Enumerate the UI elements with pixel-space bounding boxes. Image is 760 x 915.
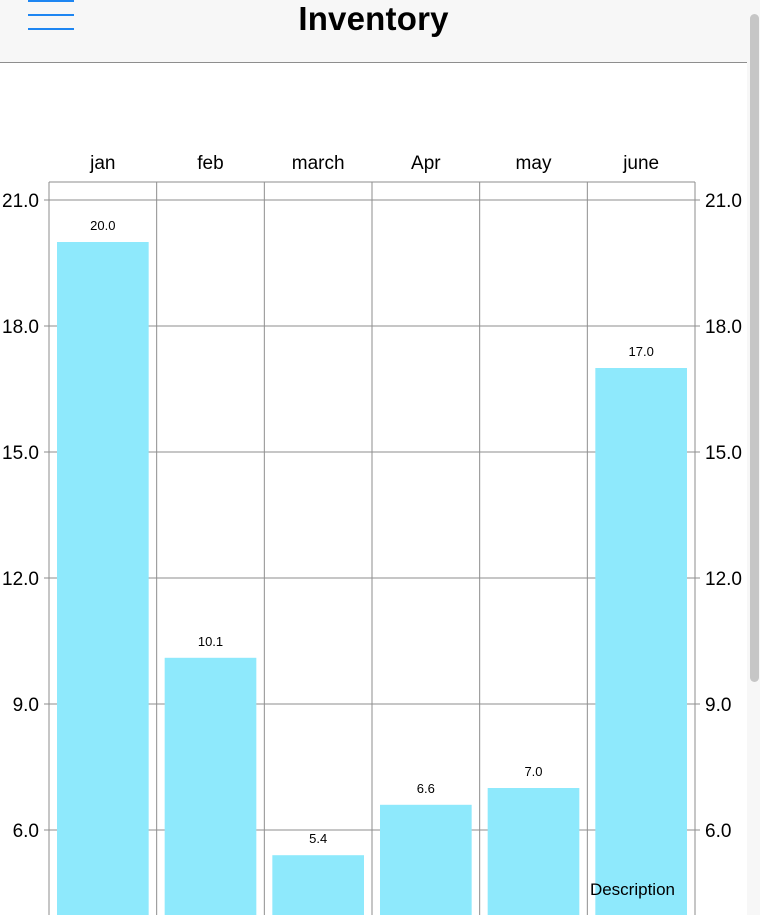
scrollbar-thumb[interactable] [750,14,759,682]
y-tick-label-right: 18.0 [705,317,742,338]
bar-value-label: 20.0 [90,218,115,233]
y-tick-label-left: 18.0 [2,317,39,338]
y-tick-label-right: 12.0 [705,569,742,590]
category-label: jan [89,153,115,174]
bar[interactable] [164,657,257,915]
bar[interactable] [487,788,580,915]
category-label: may [516,153,552,174]
page-title: Inventory [298,0,449,37]
category-label: Apr [411,153,441,174]
y-tick-label-left: 9.0 [13,695,39,716]
bar-value-label: 17.0 [629,344,654,359]
y-tick-label-right: 9.0 [705,695,731,716]
category-label: march [292,153,345,174]
chart-description: Description [590,880,675,899]
category-label: june [622,153,659,174]
y-tick-label-left: 15.0 [2,443,39,464]
y-tick-label-left: 6.0 [13,821,39,842]
y-tick-label-right: 21.0 [705,191,742,212]
bar-value-label: 10.1 [198,634,223,649]
y-tick-label-left: 21.0 [2,191,39,212]
bar-value-label: 6.6 [417,781,435,796]
y-tick-label-right: 6.0 [705,821,731,842]
bar[interactable] [57,242,149,915]
bar[interactable] [595,368,687,915]
inventory-bar-chart: 21.0 21.0 18.0 18.0 15.0 15.0 12.0 12.0 9.0 9.0 6.… [2,153,742,915]
y-tick-label-left: 12.0 [2,569,39,590]
hamburger-menu-icon[interactable] [28,0,74,32]
bar[interactable] [272,855,364,915]
y-tick-label-right: 15.0 [705,443,742,464]
bar[interactable] [380,804,472,915]
category-label: feb [197,153,223,174]
navigation-bar: Inventory [0,0,747,63]
bar-value-label: 5.4 [309,831,327,846]
bar-value-label: 7.0 [524,764,542,779]
